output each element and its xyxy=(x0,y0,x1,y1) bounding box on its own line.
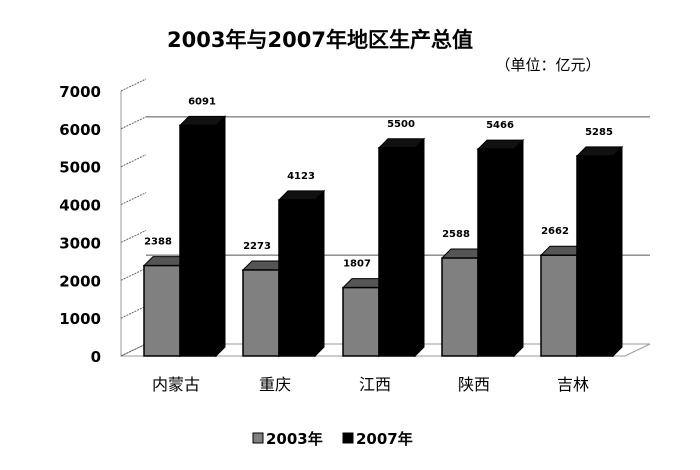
axis-tick-mark xyxy=(120,229,147,243)
bar-front xyxy=(540,254,578,357)
bar-2007 xyxy=(277,189,326,358)
bar-side xyxy=(414,137,425,358)
axis-tick-mark xyxy=(120,154,147,168)
data-label: 2273 xyxy=(243,241,271,252)
data-label: 5500 xyxy=(387,119,415,130)
bar-side xyxy=(513,138,524,358)
axis-tick-mark xyxy=(120,267,147,281)
legend-swatch xyxy=(252,432,264,444)
y-tick-label: 3000 xyxy=(59,234,101,252)
bar-2007 xyxy=(476,138,525,358)
axis-tick-mark xyxy=(120,192,147,206)
bar-side xyxy=(215,115,226,358)
x-category-label: 内蒙古 xyxy=(152,375,200,394)
x-category-label: 陕西 xyxy=(458,375,490,394)
floor-outline xyxy=(120,91,651,357)
chart-subtitle: （单位：亿元） xyxy=(495,56,600,74)
bar-front xyxy=(576,155,614,357)
y-tick-label: 4000 xyxy=(59,197,101,215)
bar-front xyxy=(179,124,217,357)
legend-swatch xyxy=(342,432,354,444)
bar-2007 xyxy=(377,137,426,358)
x-category-label: 重庆 xyxy=(259,375,291,394)
data-label: 6091 xyxy=(188,96,216,107)
data-label: 2588 xyxy=(442,229,470,240)
bar-side xyxy=(612,145,623,358)
bar-2007 xyxy=(575,145,624,358)
x-category-label: 吉林 xyxy=(557,375,589,394)
bar-front xyxy=(477,148,515,357)
chart-title: 2003年与2007年地区生产总值 xyxy=(167,28,473,52)
data-label: 2662 xyxy=(541,226,569,237)
bar-front xyxy=(378,147,416,357)
bar-front xyxy=(342,286,380,357)
data-label: 5285 xyxy=(585,127,613,138)
bar-front xyxy=(278,199,316,357)
axis-tick-mark xyxy=(120,305,147,319)
y-tick-label: 5000 xyxy=(59,159,101,177)
y-tick-label: 6000 xyxy=(59,121,101,139)
data-label: 2388 xyxy=(144,237,172,248)
legend-label: 2007年 xyxy=(356,430,413,448)
y-tick-label: 0 xyxy=(91,348,101,366)
bar-front xyxy=(242,269,280,357)
bar-front xyxy=(143,264,181,357)
bar-front xyxy=(441,257,479,357)
y-tick-label: 7000 xyxy=(59,83,101,101)
y-tick-label: 2000 xyxy=(59,272,101,290)
x-category-label: 江西 xyxy=(359,375,391,394)
data-label: 4123 xyxy=(287,171,315,182)
axis-tick-mark xyxy=(120,78,147,92)
y-tick-label: 1000 xyxy=(59,310,101,328)
axis-tick-mark xyxy=(120,343,147,357)
bar-side xyxy=(314,189,325,358)
legend-label: 2003年 xyxy=(266,430,323,448)
axis-tick-mark xyxy=(120,116,147,130)
data-label: 1807 xyxy=(343,259,371,270)
bar-2007 xyxy=(178,115,227,358)
data-label: 5466 xyxy=(486,120,514,131)
